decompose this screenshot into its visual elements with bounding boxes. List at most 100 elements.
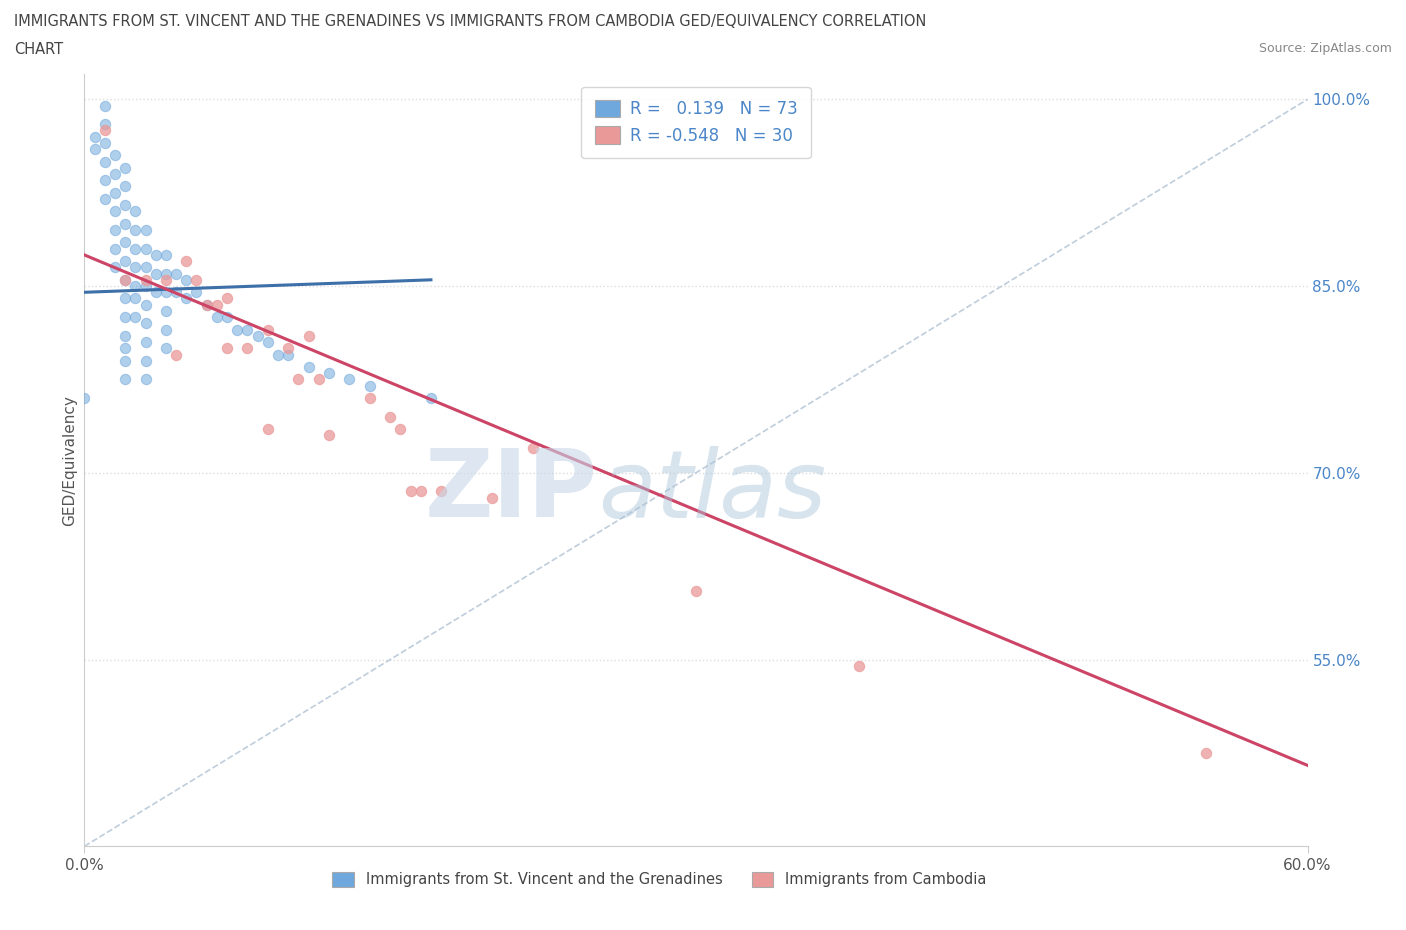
Point <box>124 279 146 294</box>
Text: ZIP: ZIP <box>425 445 598 538</box>
Point <box>236 341 259 356</box>
Point <box>114 254 136 269</box>
Point <box>135 241 157 256</box>
Point <box>380 409 402 424</box>
Point <box>135 335 157 350</box>
Point <box>145 266 167 281</box>
Point <box>257 335 280 350</box>
Point <box>73 391 96 405</box>
Point <box>174 291 197 306</box>
Point <box>114 341 136 356</box>
Text: CHART: CHART <box>14 42 63 57</box>
Point <box>155 247 177 262</box>
Point <box>257 422 280 437</box>
Point <box>155 285 177 299</box>
Point <box>104 148 127 163</box>
Point <box>114 310 136 325</box>
Point <box>267 347 290 362</box>
Point <box>93 173 115 188</box>
Point <box>165 285 187 299</box>
Point <box>359 379 381 393</box>
Y-axis label: GED/Equivalency: GED/Equivalency <box>62 395 77 525</box>
Text: Source: ZipAtlas.com: Source: ZipAtlas.com <box>1258 42 1392 55</box>
Point <box>257 322 280 337</box>
Point <box>135 222 157 237</box>
Point <box>195 298 218 312</box>
Point <box>339 372 361 387</box>
Point <box>135 353 157 368</box>
Point <box>420 391 443 405</box>
Point <box>124 222 146 237</box>
Point <box>848 658 870 673</box>
Point <box>135 298 157 312</box>
Point <box>522 441 544 456</box>
Point <box>114 198 136 213</box>
Point <box>389 422 412 437</box>
Point <box>135 272 157 287</box>
Point <box>124 291 146 306</box>
Point <box>1195 746 1218 761</box>
Point <box>318 365 340 380</box>
Point <box>104 204 127 219</box>
Point <box>298 360 321 375</box>
Point <box>174 272 197 287</box>
Point <box>246 328 269 343</box>
Point <box>217 341 239 356</box>
Point <box>155 303 177 318</box>
Point <box>114 160 136 175</box>
Point <box>104 222 127 237</box>
Point <box>186 272 208 287</box>
Point <box>114 272 136 287</box>
Point <box>135 259 157 274</box>
Point <box>155 266 177 281</box>
Point <box>174 254 197 269</box>
Point <box>135 372 157 387</box>
Point <box>104 241 127 256</box>
Text: IMMIGRANTS FROM ST. VINCENT AND THE GRENADINES VS IMMIGRANTS FROM CAMBODIA GED/E: IMMIGRANTS FROM ST. VINCENT AND THE GREN… <box>14 14 927 29</box>
Point <box>93 98 115 113</box>
Point <box>124 241 146 256</box>
Point <box>409 484 432 498</box>
Point <box>217 291 239 306</box>
Point <box>399 484 422 498</box>
Legend: Immigrants from St. Vincent and the Grenadines, Immigrants from Cambodia: Immigrants from St. Vincent and the Gren… <box>326 866 993 893</box>
Point <box>114 235 136 250</box>
Text: atlas: atlas <box>598 445 827 537</box>
Point <box>124 204 146 219</box>
Point <box>205 310 228 325</box>
Point <box>104 259 127 274</box>
Point <box>124 259 146 274</box>
Point <box>318 428 340 443</box>
Point <box>145 247 167 262</box>
Point <box>430 484 453 498</box>
Point <box>93 136 115 151</box>
Point <box>83 141 105 156</box>
Point <box>205 298 228 312</box>
Point <box>114 179 136 193</box>
Point <box>124 310 146 325</box>
Point <box>298 328 321 343</box>
Point <box>155 272 177 287</box>
Point <box>236 322 259 337</box>
Point <box>114 291 136 306</box>
Point <box>308 372 330 387</box>
Point <box>135 316 157 331</box>
Point <box>93 117 115 132</box>
Point <box>186 285 208 299</box>
Point <box>93 123 115 138</box>
Point <box>104 166 127 181</box>
Point <box>287 372 309 387</box>
Point <box>114 353 136 368</box>
Point <box>277 347 299 362</box>
Point <box>114 272 136 287</box>
Point <box>226 322 249 337</box>
Point <box>104 185 127 200</box>
Point <box>685 584 707 599</box>
Point <box>165 266 187 281</box>
Point <box>165 347 187 362</box>
Point <box>114 328 136 343</box>
Point <box>145 285 167 299</box>
Point <box>114 217 136 232</box>
Point <box>155 322 177 337</box>
Point <box>93 154 115 169</box>
